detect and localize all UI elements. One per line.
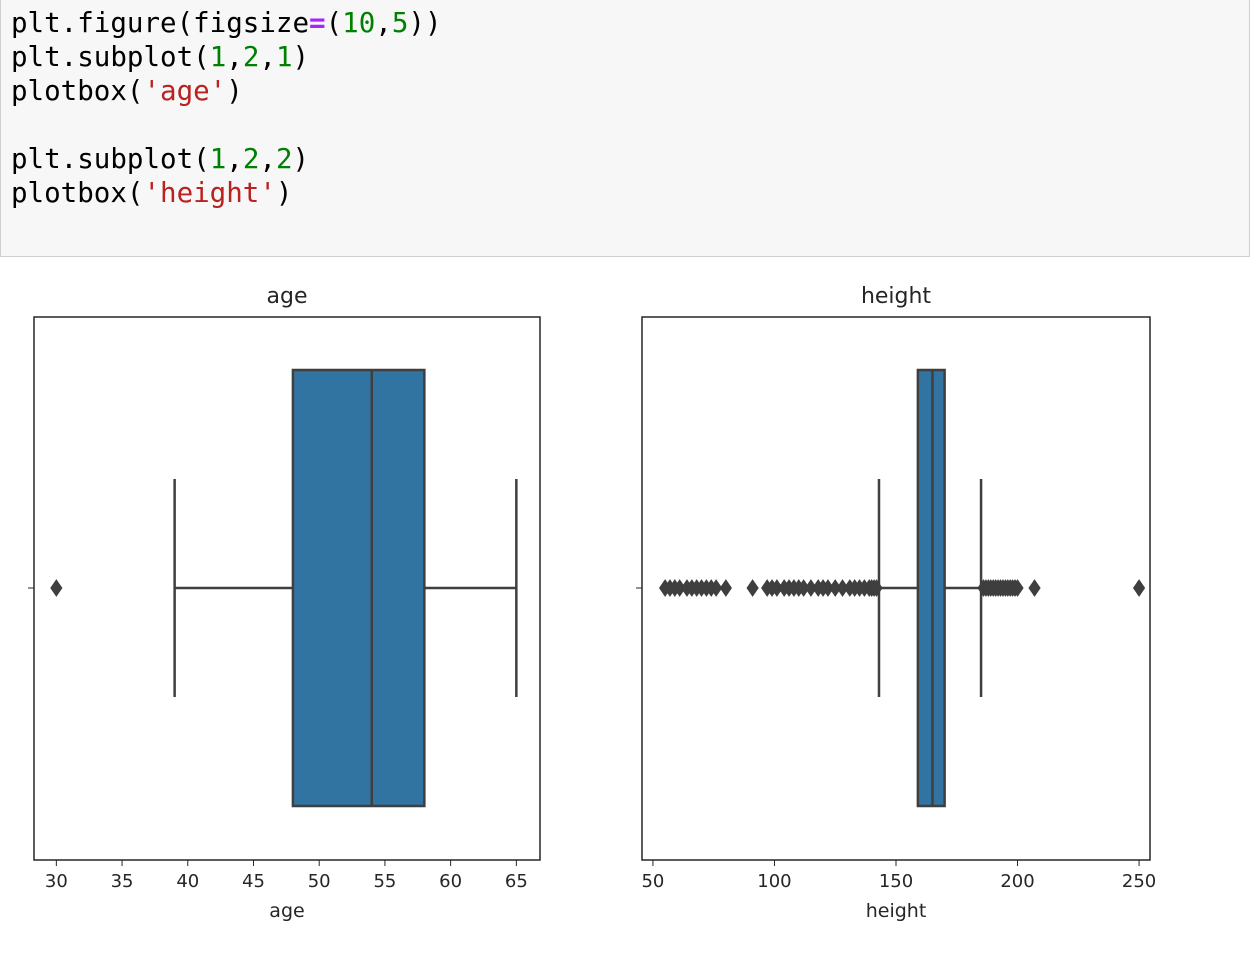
outlier-point — [50, 579, 63, 597]
iqr-box — [291, 368, 426, 808]
x-tick-label: 45 — [242, 871, 265, 892]
x-axis-label: height — [866, 900, 927, 922]
chart-title: age — [267, 284, 308, 309]
code-line: plt.figure(figsize=(10,5)) — [11, 6, 442, 40]
code-token: ) — [275, 177, 293, 209]
code-token: plotbox( — [11, 75, 144, 107]
boxplot-figure: age 30 35 40 45 50 55 60 65 age height 50 100 150 200 2… — [28, 284, 1156, 922]
code-token: ) — [226, 75, 243, 107]
code-token: 'height' — [143, 177, 276, 209]
x-tick-label: 60 — [439, 871, 462, 892]
code-token: plotbox( — [11, 177, 144, 209]
code-token: , — [226, 143, 243, 175]
code-token: ) — [292, 41, 310, 73]
outlier-point — [870, 579, 883, 597]
code-token: , — [226, 41, 243, 73]
x-tick-label: 50 — [641, 871, 664, 892]
code-token: 5 — [391, 7, 409, 39]
code-token: plt.subplot( — [11, 41, 210, 73]
x-tick-label: 200 — [1000, 871, 1034, 892]
code-token: 10 — [342, 7, 376, 39]
code-token: 1 — [209, 41, 227, 73]
chart-title: height — [861, 284, 931, 309]
code-token: 1 — [209, 143, 227, 175]
code-token: ) — [292, 143, 310, 175]
outlier-point — [1011, 579, 1024, 597]
code-token: ( — [325, 7, 343, 39]
x-tick-label: 100 — [757, 871, 791, 892]
code-token: , — [259, 41, 276, 73]
code-token: plt.figure(figsize — [11, 7, 310, 39]
x-tick-label: 40 — [176, 871, 199, 892]
output-area: age 30 35 40 45 50 55 60 65 age height 50 100 150 200 2… — [0, 257, 1250, 954]
code-token: = — [309, 7, 326, 39]
code-line: plotbox('age') — [11, 74, 442, 108]
code-token: 2 — [275, 143, 293, 175]
x-tick-label: 55 — [373, 871, 396, 892]
code-token: 2 — [242, 143, 260, 175]
x-tick-label: 35 — [111, 871, 134, 892]
code-line: plotbox('height') — [11, 176, 442, 210]
code-token: plt.subplot( — [11, 143, 210, 175]
code-token: 2 — [242, 41, 260, 73]
outlier-point — [1028, 579, 1041, 597]
code-token: )) — [408, 7, 442, 39]
x-axis-label: age — [269, 900, 304, 922]
code-token: 1 — [275, 41, 293, 73]
x-tick-label: 150 — [879, 871, 913, 892]
outlier-point — [1132, 579, 1146, 597]
plot-frame — [33, 316, 541, 861]
outlier-point — [746, 579, 759, 597]
code-line: plt.subplot(1,2,1) — [11, 40, 442, 74]
x-tick-label: 250 — [1122, 871, 1156, 892]
code-token: , — [259, 143, 276, 175]
code-cell[interactable]: plt.figure(figsize=(10,5)) plt.subplot(1,… — [0, 0, 1250, 257]
code-line — [11, 108, 442, 142]
code-token: 'age' — [143, 75, 227, 107]
x-tick-label: 30 — [45, 871, 68, 892]
code-editor[interactable]: plt.figure(figsize=(10,5)) plt.subplot(1,… — [11, 6, 442, 210]
outlier-point — [719, 579, 732, 597]
outlier-point — [710, 579, 723, 597]
code-token: , — [375, 7, 392, 39]
x-tick-label: 65 — [505, 871, 528, 892]
x-tick-label: 50 — [308, 871, 331, 892]
code-line: plt.subplot(1,2,2) — [11, 142, 442, 176]
